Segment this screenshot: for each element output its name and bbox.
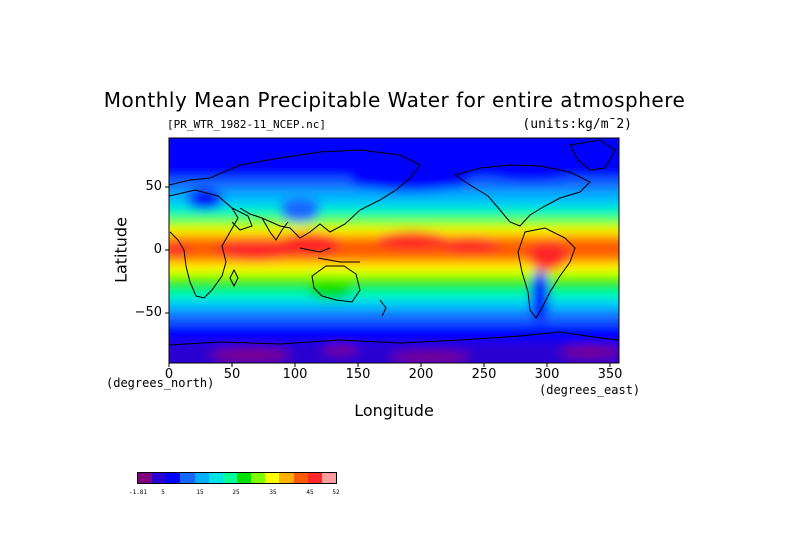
colorbar-swatch <box>265 473 280 483</box>
colorbar-swatch <box>293 473 308 483</box>
colorbar-tick: 25 <box>232 489 240 496</box>
map-title: Monthly Mean Precipitable Water for enti… <box>103 88 686 112</box>
x-tick-label: 300 <box>534 367 560 382</box>
colorbar-swatch <box>152 473 167 483</box>
coastlines <box>169 139 619 346</box>
file-label: [PR_WTR_1982-11_NCEP.nc] <box>167 118 326 131</box>
x-tick-label: 50 <box>223 367 241 382</box>
colorbar-swatch <box>321 473 336 483</box>
x-tick-label: 250 <box>471 367 497 382</box>
y-axis-unit: (degrees_north) <box>106 376 215 390</box>
x-axis-unit: (degrees_east) <box>539 383 641 397</box>
colorbar-swatch <box>138 473 153 483</box>
y-tick-label: 50 <box>145 179 162 194</box>
colorbar <box>137 472 337 484</box>
y-axis-label: Latitude <box>111 217 131 283</box>
colorbar-swatch <box>180 473 195 483</box>
units-label: (units:kg/m¯2) <box>522 117 632 132</box>
colorbar-swatch <box>307 473 322 483</box>
colorbar-swatch <box>236 473 252 483</box>
colorbar-swatch <box>251 473 266 483</box>
x-tick-label: 350 <box>597 367 623 382</box>
x-tick-label: 150 <box>345 367 371 382</box>
colorbar-tick: 45 <box>306 489 314 496</box>
colorbar-swatch <box>279 473 294 483</box>
x-axis-label: Longitude <box>354 401 434 420</box>
colorbar-swatch <box>194 473 209 483</box>
x-tick-label: 0 <box>164 367 174 382</box>
colorbar-tick: 5 <box>161 489 165 496</box>
colorbar-swatch <box>166 473 181 483</box>
colorbar-swatch <box>222 473 237 483</box>
colorbar-swatch <box>208 473 223 483</box>
colorbar-tick: 35 <box>269 489 277 496</box>
x-tick-label: 200 <box>408 367 434 382</box>
precipitable-water-field <box>169 138 619 363</box>
x-tick-label: 100 <box>282 367 308 382</box>
y-tick-label: 0 <box>153 242 162 257</box>
y-tick-label: −50 <box>134 305 162 320</box>
colorbar-tick: 52 <box>332 489 340 496</box>
colorbar-tick: -1.81 <box>128 489 148 496</box>
colorbar-tick: 15 <box>196 489 204 496</box>
